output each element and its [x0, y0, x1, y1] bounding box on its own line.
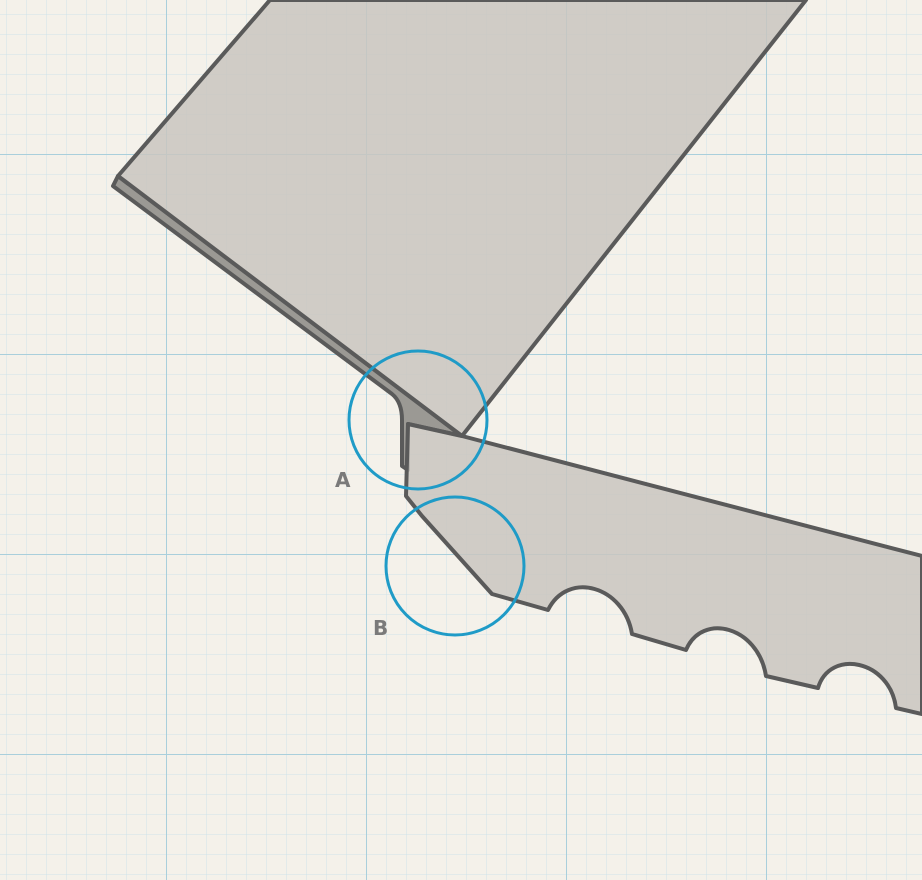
serrated-blade-face: [404, 422, 922, 716]
callout-label-a: A: [335, 468, 351, 492]
lower-serrated-blade: [404, 422, 922, 716]
callout-circle-b: [384, 495, 526, 637]
callout-label-b: B: [373, 616, 388, 640]
callout-circle-a: [347, 349, 489, 491]
